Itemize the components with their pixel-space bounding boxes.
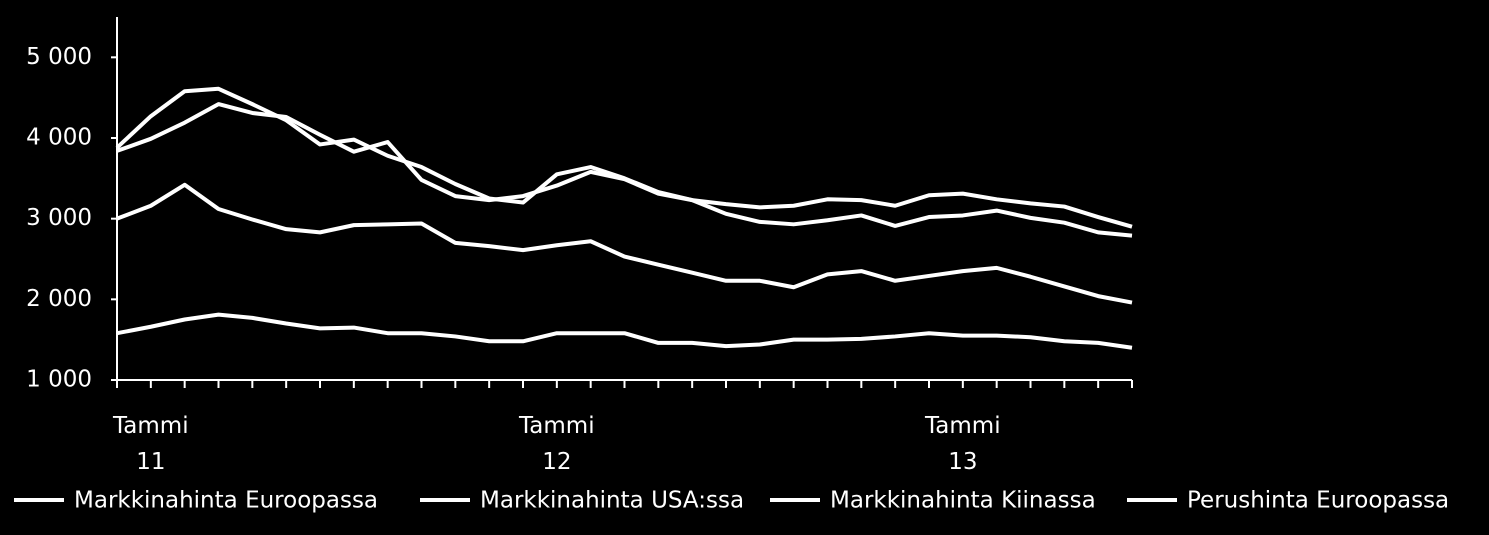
legend-label: Markkinahinta USA:ssa [480, 488, 744, 514]
x-tick-label: Tammi 11 [113, 413, 189, 475]
y-tick-label: 4 000 [26, 125, 92, 151]
legend-label: Markkinahinta Kiinassa [830, 488, 1096, 514]
series-line [116, 102, 1133, 238]
series-line [116, 312, 1133, 350]
y-tick-label: 3 000 [26, 205, 92, 231]
series-line [116, 182, 1133, 305]
legend-label: Markkinahinta Euroopassa [74, 488, 378, 514]
x-tick-label: Tammi 13 [925, 413, 1001, 475]
series-line [115, 86, 1133, 229]
x-tick-label: Tammi 12 [519, 413, 595, 475]
y-tick-label: 5 000 [26, 44, 92, 70]
y-tick-label: 2 000 [26, 286, 92, 312]
legend-label: Perushinta Euroopassa [1187, 488, 1449, 514]
y-tick-label: 1 000 [26, 367, 92, 393]
